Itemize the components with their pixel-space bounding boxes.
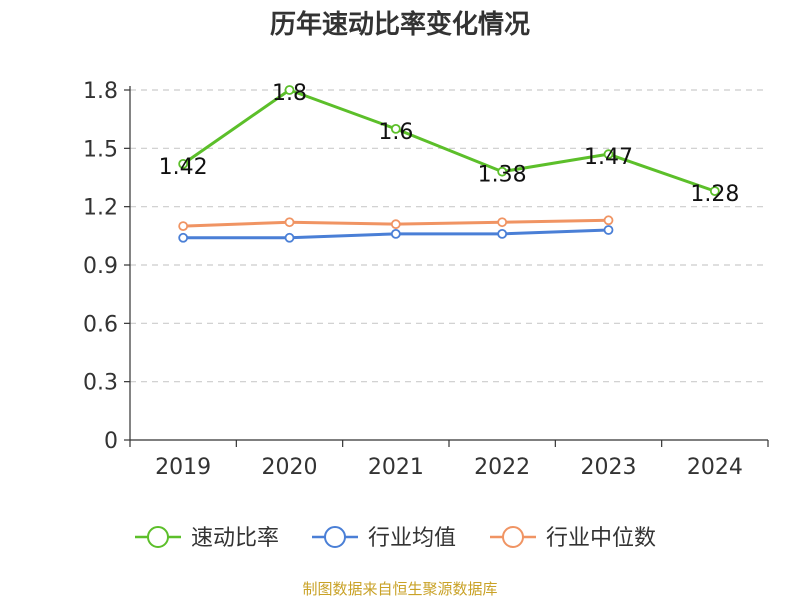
y-tick-label: 1.8 — [83, 79, 118, 104]
data-labels: 1.42 1.8 1.6 1.38 1.47 1.28 — [159, 81, 740, 207]
series-group — [178, 85, 720, 243]
axes: 0 0.3 0.6 0.9 1.2 1.5 1.8 2019 2020 2021 2022 2023 2… — [83, 79, 769, 480]
data-label: 1.47 — [584, 145, 633, 170]
y-tick-label: 0 — [104, 429, 118, 454]
data-point — [178, 158, 189, 169]
data-point — [390, 228, 401, 239]
data-point — [390, 123, 401, 134]
data-point — [390, 219, 401, 230]
legend-label: 行业中位数 — [546, 526, 656, 551]
y-tick-label: 0.3 — [83, 371, 118, 396]
chart-title: 历年速动比率变化情况 — [270, 9, 530, 40]
data-label: 1.38 — [478, 163, 527, 188]
y-tick-label: 1.5 — [83, 137, 118, 162]
data-label: 1.6 — [378, 120, 413, 145]
data-point — [284, 232, 295, 243]
legend-marker — [324, 526, 346, 548]
legend-label: 速动比率 — [191, 526, 279, 551]
legend-marker — [502, 526, 524, 548]
x-tick-label: 2020 — [262, 455, 318, 480]
data-label: 1.28 — [690, 182, 739, 207]
data-label: 1.42 — [159, 155, 208, 180]
x-tick-label: 2024 — [687, 455, 743, 480]
legend: 速动比率 行业均值 行业中位数 — [135, 526, 656, 551]
data-point — [284, 85, 295, 95]
x-tick-label: 2021 — [368, 455, 424, 480]
x-tick-label: 2022 — [474, 455, 530, 480]
series-line — [182, 88, 716, 193]
data-point — [497, 217, 508, 228]
data-point — [178, 221, 189, 232]
data-point — [709, 186, 720, 197]
source-note: 制图数据来自恒生聚源数据库 — [302, 580, 497, 598]
data-point — [603, 215, 614, 226]
data-point — [178, 232, 189, 243]
x-tick-label: 2023 — [581, 455, 637, 480]
x-tick-label: 2019 — [155, 455, 211, 480]
y-tick-label: 0.6 — [83, 312, 118, 337]
grid-lines — [130, 89, 768, 383]
data-label: 1.8 — [272, 81, 307, 106]
legend-marker — [147, 526, 169, 548]
data-point — [284, 217, 295, 228]
y-tick-label: 0.9 — [83, 254, 118, 279]
legend-label: 行业均值 — [368, 526, 456, 551]
data-point — [497, 166, 508, 177]
data-point — [497, 228, 508, 239]
y-tick-label: 1.2 — [83, 196, 118, 221]
data-point — [603, 149, 614, 160]
data-point — [603, 225, 614, 235]
